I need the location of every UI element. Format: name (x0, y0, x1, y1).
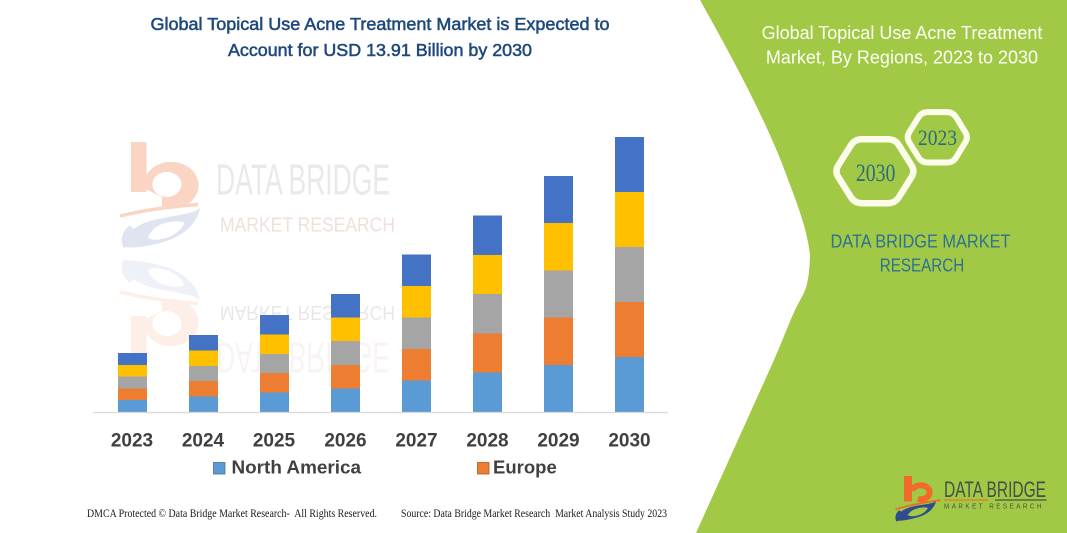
svg-text:2029: 2029 (537, 431, 579, 452)
svg-text:Market, By Regions, 2023 to 20: Market, By Regions, 2023 to 2030 (766, 48, 1038, 68)
svg-text:MARKET RESEARCH: MARKET RESEARCH (220, 214, 395, 236)
svg-text:Global Topical Use Acne Treatm: Global Topical Use Acne Treatment (762, 23, 1043, 43)
svg-text:DMCA Protected © Data Bridge M: DMCA Protected © Data Bridge Market Rese… (87, 506, 377, 520)
svg-text:2030: 2030 (608, 431, 650, 452)
svg-text:DATA BRIDGE: DATA BRIDGE (944, 477, 1046, 502)
svg-text:RESEARCH: RESEARCH (880, 254, 965, 275)
svg-text:DATA BRIDGE: DATA BRIDGE (216, 333, 390, 382)
svg-text:Europe: Europe (493, 457, 557, 478)
svg-text:2027: 2027 (395, 431, 437, 452)
svg-text:2025: 2025 (253, 431, 296, 452)
svg-text:2026: 2026 (324, 431, 366, 452)
svg-text:Global Topical Use Acne Treatm: Global Topical Use Acne Treatment Market… (151, 14, 610, 34)
svg-text:DATA BRIDGE MARKET: DATA BRIDGE MARKET (831, 231, 1011, 252)
svg-text:North America: North America (232, 457, 362, 478)
svg-text:2028: 2028 (466, 431, 508, 452)
svg-text:MARKET RESEARCH: MARKET RESEARCH (220, 301, 395, 323)
svg-text:DATA BRIDGE: DATA BRIDGE (216, 156, 390, 205)
svg-text:2023: 2023 (111, 431, 153, 452)
svg-text:MARKET RESEARCH: MARKET RESEARCH (944, 502, 1044, 511)
svg-text:2030: 2030 (856, 158, 896, 187)
svg-text:2024: 2024 (182, 431, 225, 452)
svg-text:2023: 2023 (918, 125, 957, 150)
svg-text:Account for USD 13.91 Billion: Account for USD 13.91 Billion by 2030 (228, 40, 532, 60)
svg-text:Source: Data Bridge Market Res: Source: Data Bridge Market Research Mark… (401, 506, 667, 520)
